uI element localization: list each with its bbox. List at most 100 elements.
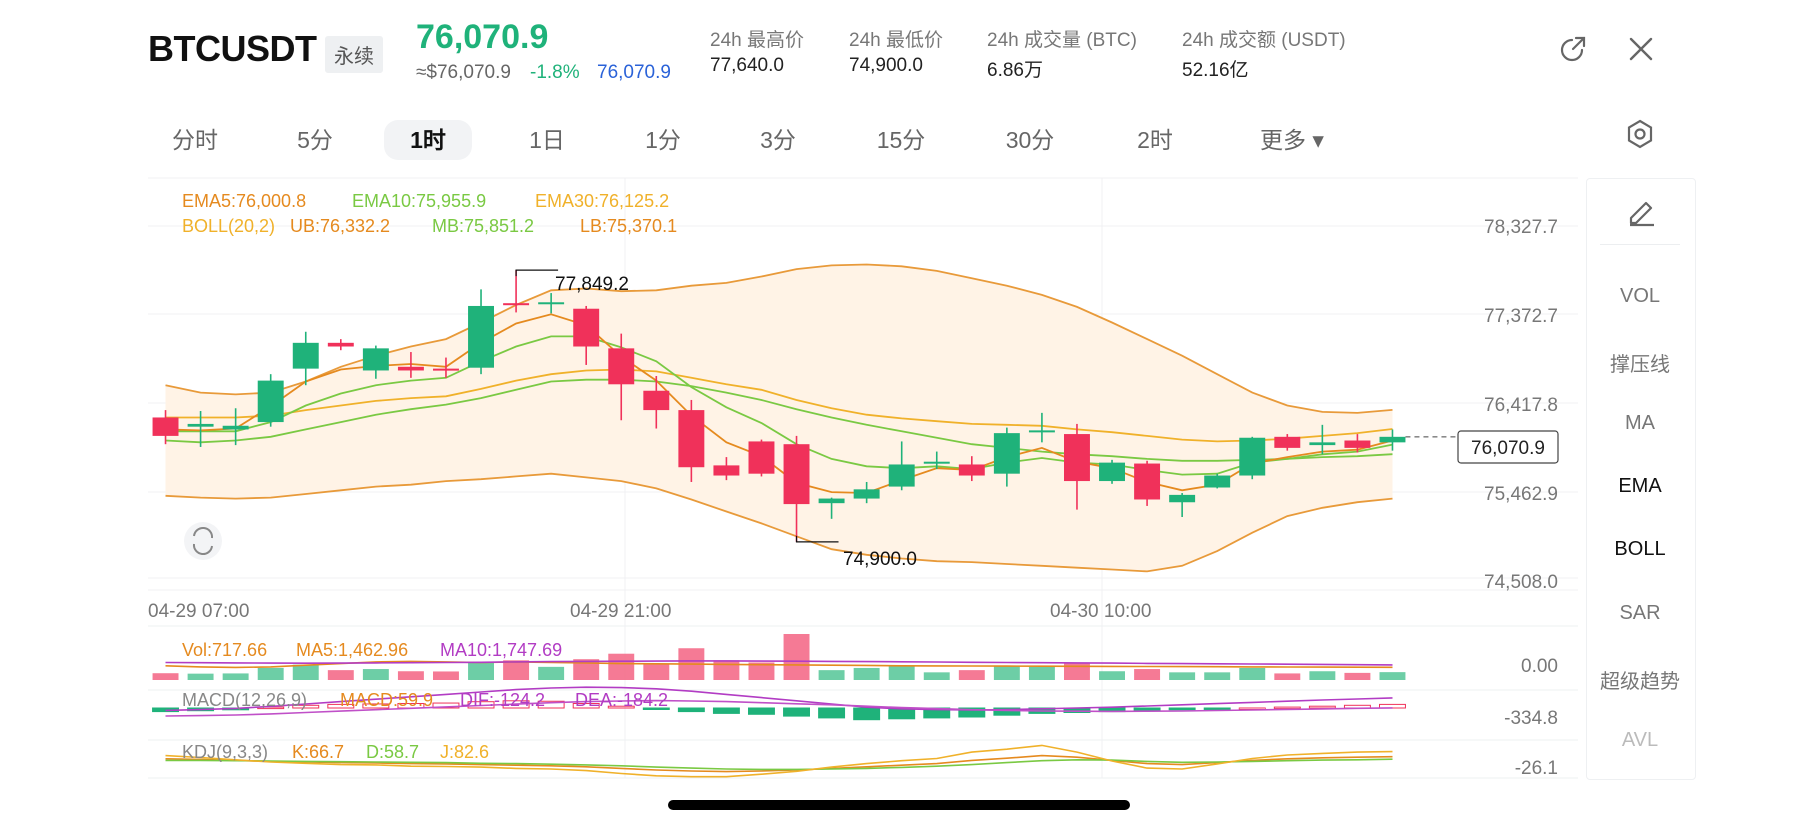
symbol-title: BTCUSDT — [148, 28, 317, 69]
stat-turnover-value: 52.16亿 — [1182, 60, 1249, 81]
candle-body — [1099, 462, 1125, 482]
legend-dif: DIF:-124.2 — [460, 690, 545, 710]
boll-band-area — [165, 264, 1393, 572]
y-tick: 74,508.0 — [1484, 572, 1558, 593]
volume-bar — [362, 669, 389, 680]
macd-axis-label: -334.8 — [1504, 708, 1558, 729]
volume-axis-label: 0.00 — [1521, 656, 1558, 677]
indicator-vol[interactable]: VOL — [1619, 285, 1661, 307]
stat-turnover-label: 24h 成交额 (USDT) — [1182, 30, 1346, 51]
boll-lower-line — [165, 472, 1393, 573]
volume-bar — [1169, 672, 1196, 680]
volume-bar — [1134, 669, 1161, 680]
legend-ema5: EMA5:76,000.8 — [182, 191, 306, 211]
candle-body — [327, 342, 354, 347]
settings-icon[interactable] — [1624, 118, 1656, 150]
kdj-k-line — [165, 754, 1393, 773]
stat-volume-value: 6.86万 — [987, 60, 1043, 81]
y-tick: 78,327.7 — [1484, 217, 1558, 238]
legend-boll-mb: MB:75,851.2 — [432, 216, 534, 236]
volume-bar — [1344, 672, 1371, 680]
indicator-supertrend[interactable]: 超级趋势 — [1600, 671, 1680, 693]
volume-bar — [1379, 672, 1406, 680]
stat-volume-label: 24h 成交量 (BTC) — [987, 30, 1137, 51]
macd-bar — [993, 707, 1021, 716]
candle-body — [468, 305, 494, 368]
candle-body — [1134, 463, 1161, 500]
candle-body — [993, 433, 1020, 474]
ema10-line — [165, 335, 1393, 476]
share-icon[interactable] — [1558, 34, 1588, 64]
stat-high-value: 77,640.0 — [710, 55, 784, 76]
y-tick: 75,462.9 — [1484, 484, 1558, 505]
candle-body — [1379, 436, 1406, 443]
legend-kdj-name: KDJ(9,3,3) — [182, 742, 268, 762]
tab-15m[interactable]: 15分 — [876, 127, 926, 153]
legend-vol: Vol:717.66 — [182, 640, 267, 660]
volume-bar — [1274, 673, 1301, 680]
indicator-support-resistance[interactable]: 撑压线 — [1610, 354, 1670, 376]
kdj-d-line — [165, 758, 1393, 771]
candle-body — [1169, 494, 1196, 503]
legend-ema30: EMA30:76,125.2 — [535, 191, 669, 211]
candle-body — [713, 465, 740, 476]
candle-body — [503, 303, 530, 306]
candle-body — [923, 461, 950, 464]
macd-bar — [712, 707, 740, 714]
candle-body — [678, 410, 705, 468]
volume-bar — [538, 666, 565, 680]
candle-body — [1239, 437, 1266, 476]
tab-2h[interactable]: 2时 — [1137, 127, 1173, 153]
low-pointer — [795, 535, 839, 543]
volume-bar — [327, 670, 354, 680]
tab-time-share[interactable]: 分时 — [172, 127, 218, 153]
legend-macd-name: MACD(12,26,9) — [182, 690, 307, 710]
candle-body — [397, 366, 424, 371]
macd-bar — [1308, 705, 1336, 709]
indicator-ema[interactable]: EMA — [1618, 475, 1662, 497]
indicator-boll[interactable]: BOLL — [1614, 538, 1666, 560]
candle-body — [888, 464, 915, 487]
panel-divider — [1600, 244, 1680, 245]
tab-1d[interactable]: 1日 — [529, 127, 565, 153]
close-icon[interactable] — [1626, 34, 1656, 64]
volume-bar — [468, 662, 494, 680]
volume-bar — [713, 660, 740, 680]
tab-30m[interactable]: 30分 — [1005, 127, 1055, 153]
candle-body — [958, 464, 985, 476]
tab-3m[interactable]: 3分 — [760, 127, 796, 153]
candles — [152, 270, 1406, 542]
volume-bar — [1099, 671, 1125, 680]
pencil-icon[interactable] — [1624, 194, 1658, 228]
volume-bar — [853, 667, 880, 680]
volume-bar — [608, 653, 635, 680]
candle-body — [643, 390, 670, 411]
tab-more[interactable]: 更多 ▾ — [1260, 127, 1324, 153]
volume-bar — [503, 660, 530, 680]
tab-1h[interactable]: 1时 — [384, 120, 472, 160]
kdj-j-line — [165, 744, 1393, 778]
indicator-sar[interactable]: SAR — [1619, 602, 1661, 624]
last-price: 76,070.9 — [416, 18, 549, 56]
indicator-avl[interactable]: AVL — [1621, 729, 1659, 751]
low-price-label: 74,900.0 — [843, 549, 917, 570]
volume-bar — [257, 667, 284, 680]
candle-body — [1204, 475, 1231, 488]
candle-body — [748, 441, 775, 474]
ema30-line — [165, 368, 1393, 443]
volume-bar — [573, 659, 600, 680]
macd-bar — [642, 707, 670, 710]
candle-body — [818, 498, 845, 504]
approx-usd-price: ≈$76,070.9 — [416, 62, 511, 83]
macd-bar — [1273, 706, 1301, 710]
tab-1m[interactable]: 1分 — [645, 127, 681, 153]
candle-body — [257, 380, 284, 423]
mark-price: 76,070.9 — [597, 62, 671, 83]
lower-panels — [152, 634, 1406, 778]
macd-bar — [783, 707, 810, 717]
indicator-ma[interactable]: MA — [1625, 412, 1655, 434]
rotate-icon[interactable] — [184, 522, 222, 560]
tab-5m[interactable]: 5分 — [297, 127, 333, 153]
candle-body — [222, 425, 249, 430]
